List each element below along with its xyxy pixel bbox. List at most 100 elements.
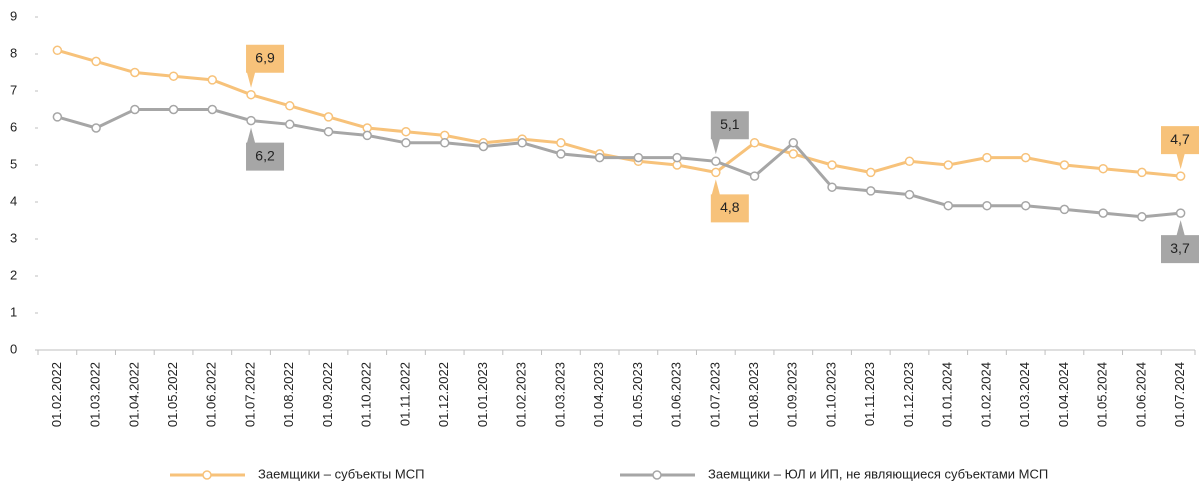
point: [1059, 204, 1070, 215]
point: [517, 138, 527, 148]
x-tick-label: 01.05.2023: [630, 362, 645, 427]
x-tick-label: 01.07.2024: [1172, 362, 1187, 427]
x-tick-label: 01.05.2022: [165, 362, 180, 427]
point: [439, 138, 450, 148]
data-label: 4,8: [720, 199, 740, 215]
point: [168, 71, 179, 81]
point: [1020, 200, 1031, 211]
point: [1059, 160, 1070, 170]
point: [866, 186, 876, 196]
point: [401, 138, 411, 148]
y-tick-label: 6: [10, 119, 17, 134]
point: [52, 45, 63, 56]
y-tick-label: 9: [10, 8, 17, 23]
y-tick-label: 8: [10, 45, 17, 60]
x-tick-label: 01.01.2023: [475, 362, 490, 427]
point: [904, 156, 915, 167]
x-tick-label: 01.10.2023: [823, 362, 838, 427]
point: [827, 182, 837, 192]
legend-label: Заемщики – ЮЛ и ИП, не являющиеся субъек…: [708, 466, 1048, 481]
point: [1175, 171, 1186, 181]
point: [130, 104, 140, 115]
point: [943, 200, 953, 211]
x-tick-label: 01.09.2023: [785, 362, 800, 427]
point: [672, 152, 682, 163]
point: [866, 167, 876, 178]
point: [207, 104, 218, 115]
x-tick-label: 01.03.2024: [1017, 362, 1032, 427]
x-tick-label: 01.02.2023: [514, 362, 529, 427]
x-tick-label: 01.02.2022: [49, 362, 64, 427]
data-label: 6,2: [255, 147, 275, 163]
y-tick-label: 2: [10, 267, 17, 282]
x-tick-label: 01.07.2022: [242, 362, 257, 427]
point: [362, 130, 372, 141]
x-tick-label: 01.10.2022: [359, 362, 374, 427]
legend-marker: [202, 470, 212, 480]
y-tick-label: 1: [10, 304, 17, 319]
point: [982, 152, 992, 163]
callout-box: [710, 111, 749, 155]
point: [207, 75, 218, 85]
point: [168, 104, 179, 115]
point: [633, 152, 644, 163]
x-tick-label: 01.12.2023: [901, 362, 916, 427]
callout-box: [1161, 126, 1199, 170]
point: [749, 138, 760, 148]
callout-box: [246, 127, 285, 171]
x-tick-label: 01.03.2023: [552, 362, 567, 427]
x-tick-label: 01.11.2022: [397, 362, 412, 426]
point: [285, 101, 295, 111]
x-tick-label: 01.07.2023: [707, 362, 722, 427]
point: [556, 149, 566, 159]
point: [749, 171, 760, 181]
point: [323, 126, 334, 137]
point: [788, 138, 799, 148]
x-tick-label: 01.04.2023: [591, 362, 606, 427]
point: [246, 115, 256, 126]
data-label: 4,7: [1170, 131, 1190, 147]
data-label-callout: 5,1: [710, 111, 749, 155]
point: [788, 149, 799, 159]
point: [401, 126, 411, 137]
x-tick-label: 01.06.2023: [669, 362, 684, 427]
y-tick-label: 7: [10, 82, 17, 97]
x-tick-label: 01.08.2023: [746, 362, 761, 427]
y-tick-label: 3: [10, 230, 17, 245]
point: [1175, 208, 1186, 218]
x-tick-label: 01.05.2024: [1095, 362, 1110, 427]
point: [1098, 163, 1108, 174]
point: [285, 119, 295, 130]
x-tick-label: 01.08.2022: [281, 362, 296, 427]
point: [91, 123, 101, 133]
callout-box: [1161, 220, 1199, 264]
point: [1020, 152, 1031, 163]
point: [52, 112, 63, 122]
y-tick-label: 5: [10, 156, 17, 171]
x-tick-label: 01.11.2023: [862, 362, 877, 426]
point: [1137, 167, 1147, 178]
point: [1098, 208, 1108, 218]
point: [904, 189, 915, 200]
callout-box: [710, 179, 749, 223]
data-label: 5,1: [720, 116, 740, 132]
point: [91, 56, 101, 67]
x-tick-label: 01.12.2022: [436, 362, 451, 427]
x-tick-label: 01.09.2022: [320, 362, 335, 427]
y-tick-label: 0: [10, 341, 17, 356]
data-label-callout: 4,7: [1161, 126, 1199, 170]
callout-box: [246, 44, 285, 88]
point: [711, 167, 721, 178]
data-label-callout: 3,7: [1161, 220, 1199, 264]
data-label: 3,7: [1170, 240, 1190, 256]
point: [982, 200, 992, 211]
point: [556, 138, 566, 148]
point: [827, 160, 837, 170]
x-tick-label: 01.06.2024: [1133, 362, 1148, 427]
point: [130, 67, 140, 78]
x-tick-label: 01.06.2022: [204, 362, 219, 427]
x-tick-label: 01.04.2024: [1056, 362, 1071, 427]
point: [323, 112, 334, 122]
x-tick-label: 01.01.2024: [940, 362, 955, 427]
